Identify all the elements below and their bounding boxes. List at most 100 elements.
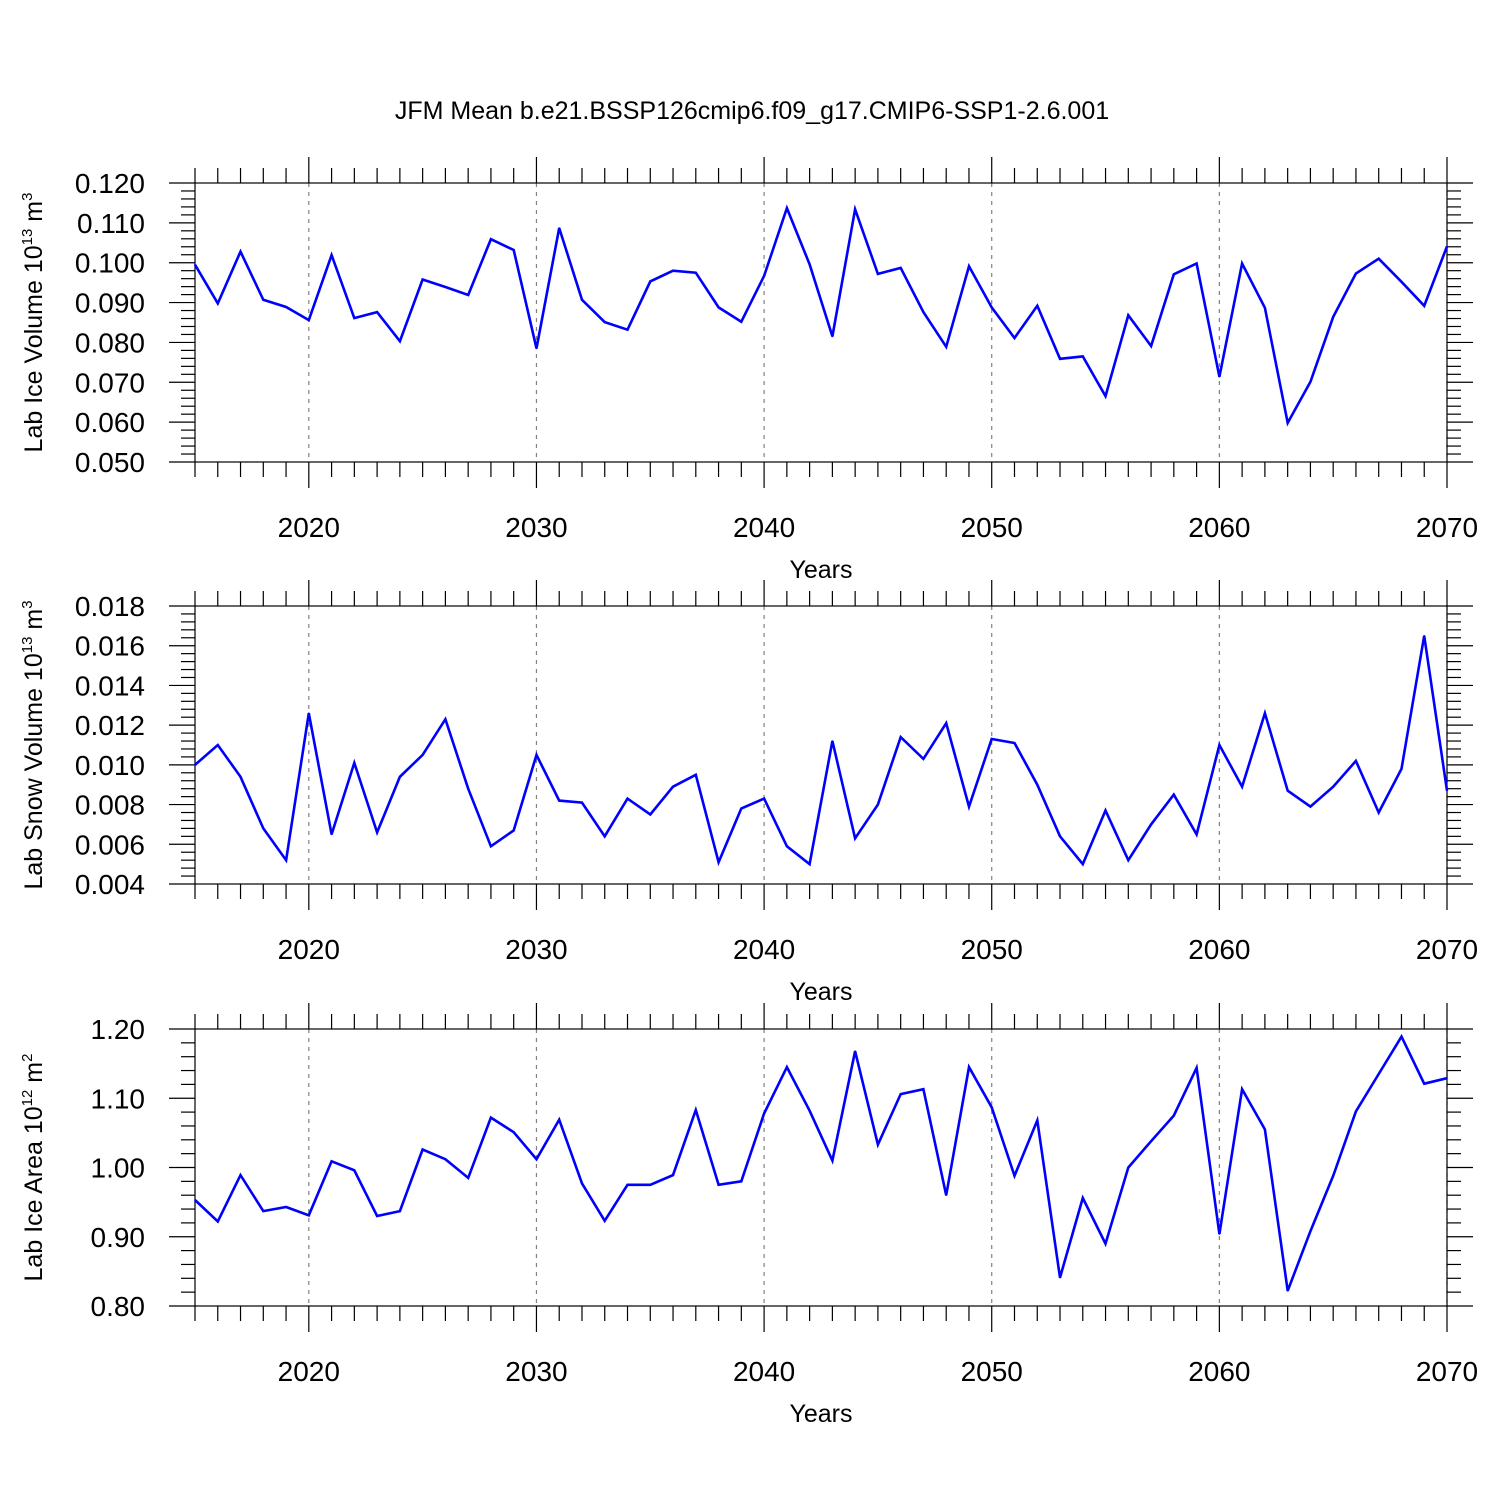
x-axis-label: Years	[789, 556, 852, 584]
y-tick-label: 0.080	[75, 327, 145, 358]
data-point	[444, 718, 447, 720]
data-point	[1173, 1114, 1175, 1117]
data-point	[945, 1194, 947, 1196]
x-tick-label: 2070	[1416, 1356, 1478, 1387]
data-point	[877, 1143, 879, 1146]
data-point	[1264, 1128, 1266, 1131]
x-tick-label: 2070	[1416, 512, 1478, 543]
data-point	[740, 320, 743, 323]
data-point	[922, 758, 925, 760]
data-point	[831, 1159, 834, 1162]
data-point	[1013, 1175, 1016, 1177]
data-point	[626, 1184, 629, 1186]
x-tick-label: 2060	[1188, 934, 1250, 965]
data-point	[899, 1093, 902, 1095]
data-point	[1081, 1197, 1084, 1199]
data-point	[262, 298, 265, 301]
data-point	[1377, 257, 1380, 260]
data-point	[1127, 1166, 1130, 1169]
data-point	[899, 267, 902, 269]
data-point	[1195, 262, 1198, 265]
data-point	[239, 1174, 242, 1176]
data-point	[1173, 793, 1175, 796]
x-tick-label: 2020	[278, 1356, 340, 1387]
data-point	[922, 311, 925, 313]
data-point	[717, 1184, 720, 1186]
data-point	[1355, 1110, 1357, 1113]
data-point	[968, 265, 970, 268]
data-point	[216, 302, 219, 305]
panels: 0.050 0.060 0.070 0.080 0.090 0.100 0.110 0.120…	[19, 157, 1478, 1428]
panel-3: 0.80 0.90 1.00 1.10 1.20 2020 2030 2040 2050 2060…	[19, 1003, 1478, 1428]
data-point	[831, 740, 834, 742]
y-tick-label: 0.120	[75, 168, 145, 199]
data-point	[1446, 245, 1448, 248]
y-tick-label: 1.20	[91, 1014, 146, 1045]
data-point	[922, 1088, 925, 1091]
data-point	[786, 845, 788, 848]
chart-title: JFM Mean b.e21.BSSP126cmip6.f09_g17.CMIP…	[395, 97, 1109, 125]
data-point	[330, 833, 333, 836]
data-point	[1286, 789, 1289, 792]
data-point	[968, 1066, 970, 1068]
x-tick-label: 2030	[505, 512, 567, 543]
data-point	[467, 294, 469, 296]
data-point	[1127, 314, 1130, 317]
y-tick-label: 0.018	[75, 591, 145, 622]
data-point	[1195, 833, 1198, 836]
x-tick-label: 2040	[733, 934, 795, 965]
data-point	[968, 805, 970, 808]
data-point	[308, 319, 310, 321]
y-tick-label: 0.90	[91, 1222, 146, 1253]
data-point	[1218, 375, 1221, 378]
x-tick-label: 2050	[961, 934, 1023, 965]
data-point	[990, 1106, 993, 1109]
plot-frame	[194, 182, 1448, 463]
data-point	[1013, 337, 1016, 339]
data-point	[626, 797, 629, 800]
data-point	[854, 1050, 856, 1052]
data-point	[330, 254, 333, 256]
data-point	[1127, 859, 1130, 861]
data-point	[786, 1066, 788, 1068]
y-tick-label: 0.090	[75, 288, 145, 319]
series-line-1	[193, 204, 1449, 427]
data-point	[239, 250, 242, 253]
data-point	[1036, 1119, 1039, 1122]
x-tick-label: 2040	[733, 512, 795, 543]
data-point	[194, 1199, 196, 1201]
data-point	[763, 797, 765, 800]
data-point	[990, 306, 993, 309]
data-point	[512, 249, 515, 251]
data-point	[1104, 395, 1107, 398]
data-point	[490, 845, 492, 848]
data-point	[1059, 835, 1061, 838]
data-point	[740, 807, 743, 810]
data-point	[877, 803, 879, 806]
data-point	[831, 335, 834, 338]
data-point	[1081, 355, 1084, 358]
data-point	[672, 785, 674, 788]
data-point	[558, 227, 561, 229]
data-point	[672, 269, 674, 272]
data-point	[399, 1210, 401, 1212]
data-point	[808, 263, 811, 266]
data-point	[786, 207, 788, 209]
y-tick-label: 0.008	[75, 790, 145, 821]
x-axis-label: Years	[789, 1400, 852, 1428]
data-point	[444, 1158, 447, 1160]
data-point	[1400, 1035, 1403, 1038]
data-point	[808, 863, 811, 865]
data-point	[1332, 785, 1334, 788]
x-tick-label: 2060	[1188, 512, 1250, 543]
x-tick-label: 2020	[278, 512, 340, 543]
y-tick-label: 1.00	[91, 1153, 146, 1184]
data-point	[285, 859, 287, 861]
data-point	[467, 787, 469, 790]
data-point	[695, 773, 697, 776]
data-point	[376, 311, 378, 313]
data-point	[1446, 1077, 1448, 1079]
data-point	[581, 1182, 583, 1185]
data-point	[603, 1220, 606, 1222]
